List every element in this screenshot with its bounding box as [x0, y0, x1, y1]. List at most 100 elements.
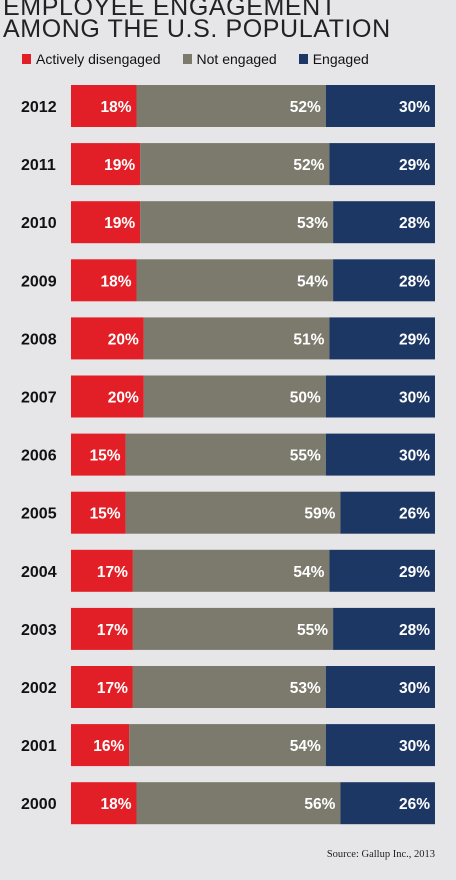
bar-row-2001: 2001 16% 54% 30% — [21, 724, 435, 767]
data-label-actively-disengaged: 18% — [100, 796, 131, 813]
data-label-actively-disengaged: 16% — [93, 738, 124, 755]
bar-segment-not-engaged — [143, 317, 330, 360]
data-label-actively-disengaged: 19% — [104, 215, 135, 232]
bar-segment-engaged — [340, 782, 435, 825]
bar-segment-actively-disengaged — [71, 724, 130, 767]
legend-item-actively-disengaged: Actively disengaged — [22, 51, 161, 67]
data-label-actively-disengaged: 20% — [108, 331, 139, 348]
data-label-actively-disengaged: 20% — [108, 390, 139, 407]
data-label-not-engaged: 53% — [290, 680, 321, 697]
bar-segment-not-engaged — [136, 782, 341, 825]
data-label-actively-disengaged: 15% — [90, 448, 121, 465]
legend: Actively disengaged Not engaged Engaged — [22, 50, 391, 68]
data-label-engaged: 30% — [399, 390, 430, 407]
bar-segment-engaged — [333, 259, 435, 302]
chart-title: EMPLOYEE ENGAGEMENT AMONG THE U.S. POPUL… — [3, 0, 391, 43]
bar-segment-not-engaged — [136, 259, 334, 302]
data-label-not-engaged: 51% — [293, 331, 324, 348]
chart-title-line-2: AMONG THE U.S. POPULATION — [3, 15, 391, 43]
year-label: 2005 — [21, 506, 57, 523]
year-label: 2003 — [21, 622, 57, 639]
data-label-engaged: 29% — [399, 564, 430, 581]
data-label-not-engaged: 55% — [290, 448, 321, 465]
bar-row-2010: 2010 19% 53% 28% — [21, 201, 435, 244]
bar-segment-engaged — [329, 317, 435, 360]
bar-segment-not-engaged — [140, 201, 334, 244]
legend-swatch-engaged — [298, 54, 308, 64]
data-label-engaged: 28% — [399, 215, 430, 232]
year-label: 2001 — [21, 738, 57, 755]
legend-label-actively-disengaged: Actively disengaged — [36, 51, 161, 67]
data-label-not-engaged: 54% — [290, 738, 321, 755]
bar-segment-engaged — [329, 143, 435, 186]
bar-row-2012: 2012 18% 52% 30% — [21, 85, 435, 127]
bar-row-2005: 2005 15% 59% 26% — [21, 491, 435, 534]
bar-segment-engaged — [329, 549, 435, 592]
bar-segment-not-engaged — [140, 143, 330, 186]
bar-row-2004: 2004 17% 54% 29% — [21, 549, 435, 592]
data-label-engaged: 30% — [399, 738, 430, 755]
data-label-engaged: 26% — [399, 506, 430, 523]
data-label-not-engaged: 53% — [297, 215, 328, 232]
bar-segment-engaged — [325, 85, 435, 127]
year-label: 2009 — [21, 273, 57, 290]
bar-segment-actively-disengaged — [71, 433, 126, 476]
bar-row-2000: 2000 18% 56% 26% — [21, 782, 435, 825]
data-label-engaged: 30% — [399, 680, 430, 697]
bar-row-2007: 2007 20% 50% 30% — [21, 375, 435, 418]
data-label-actively-disengaged: 15% — [90, 506, 121, 523]
bar-segment-actively-disengaged — [71, 549, 133, 592]
data-label-engaged: 30% — [399, 448, 430, 465]
bar-segment-not-engaged — [132, 549, 330, 592]
legend-item-engaged: Engaged — [298, 51, 369, 67]
bar-segment-not-engaged — [132, 666, 326, 708]
data-label-engaged: 29% — [399, 331, 430, 348]
bar-row-2008: 2008 20% 51% 29% — [21, 317, 435, 360]
legend-swatch-not-engaged — [182, 54, 192, 64]
bar-segment-engaged — [340, 491, 435, 534]
data-label-actively-disengaged: 17% — [97, 680, 128, 697]
year-label: 2011 — [21, 157, 56, 174]
legend-swatch-actively-disengaged — [22, 54, 31, 64]
data-label-not-engaged: 50% — [290, 390, 321, 407]
bar-segment-not-engaged — [129, 724, 326, 767]
bar-segment-engaged — [325, 433, 435, 476]
data-label-not-engaged: 52% — [290, 99, 321, 116]
data-label-actively-disengaged: 19% — [104, 157, 135, 174]
bar-segment-engaged — [333, 201, 435, 244]
bar-segment-not-engaged — [125, 491, 341, 534]
bar-segment-actively-disengaged — [71, 666, 133, 708]
data-label-not-engaged: 54% — [293, 564, 324, 581]
bar-segment-engaged — [325, 724, 435, 767]
year-label: 2006 — [21, 448, 57, 465]
data-label-not-engaged: 59% — [304, 506, 335, 523]
bar-segment-not-engaged — [136, 85, 326, 127]
data-label-not-engaged: 56% — [304, 796, 335, 813]
bar-segment-actively-disengaged — [71, 607, 133, 650]
bar-segment-engaged — [325, 666, 435, 708]
chart-title-line-1: EMPLOYEE ENGAGEMENT — [3, 0, 337, 21]
data-label-engaged: 28% — [399, 622, 430, 639]
bar-row-2011: 2011 19% 52% 29% — [21, 143, 435, 186]
data-label-actively-disengaged: 17% — [97, 564, 128, 581]
bar-segment-actively-disengaged — [71, 782, 137, 825]
bar-segment-actively-disengaged — [71, 259, 137, 302]
bar-segment-not-engaged — [132, 607, 334, 650]
bar-row-2009: 2009 18% 54% 28% — [21, 259, 435, 302]
year-label: 2000 — [21, 796, 57, 813]
bar-segment-actively-disengaged — [71, 317, 144, 360]
bar-segment-actively-disengaged — [71, 201, 141, 244]
bar-segment-engaged — [325, 375, 435, 418]
year-label: 2002 — [21, 680, 57, 697]
data-label-not-engaged: 52% — [293, 157, 324, 174]
bar-segment-actively-disengaged — [71, 85, 137, 127]
data-label-actively-disengaged: 18% — [100, 273, 131, 290]
bar-segment-engaged — [333, 607, 435, 650]
data-label-not-engaged: 55% — [297, 622, 328, 639]
data-label-engaged: 29% — [399, 157, 430, 174]
bar-row-2006: 2006 15% 55% 30% — [21, 433, 435, 476]
data-label-actively-disengaged: 17% — [97, 622, 128, 639]
year-label: 2004 — [21, 564, 57, 581]
year-label: 2007 — [21, 390, 57, 407]
